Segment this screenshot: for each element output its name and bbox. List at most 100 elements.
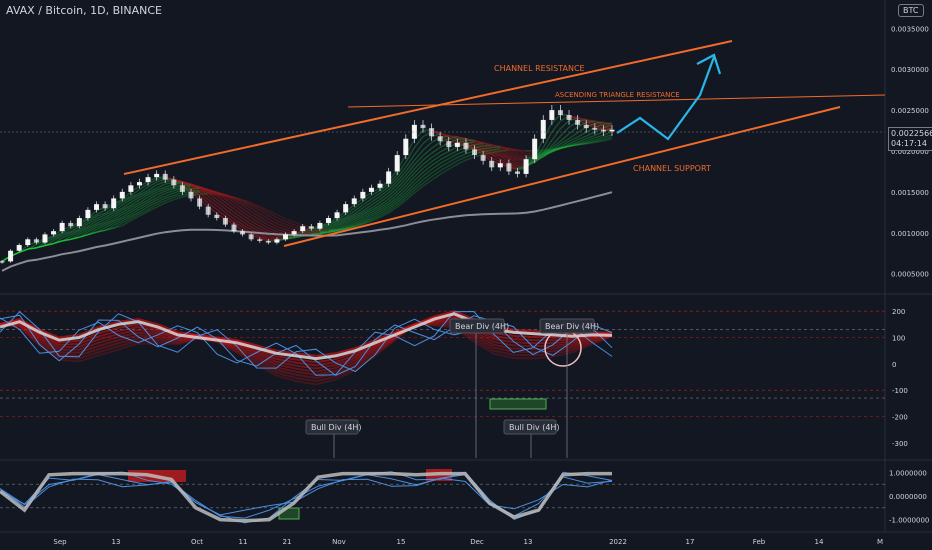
ribbon-segment: [44, 242, 54, 247]
time-axis-tick: Oct: [191, 538, 203, 546]
ribbon-segment: [233, 201, 243, 210]
ribbon-segment: [96, 212, 106, 217]
ribbon-segment: [448, 160, 458, 167]
ribbon-segment: [156, 178, 166, 183]
ribbon-segment: [44, 242, 54, 247]
ribbon-segment: [413, 167, 424, 178]
ribbon-segment: [396, 185, 407, 196]
ribbon-segment: [44, 242, 54, 247]
ribbon-segment: [345, 215, 355, 222]
ribbon-segment: [27, 247, 37, 250]
ribbon-segment: [36, 244, 46, 249]
ribbon-segment: [156, 188, 166, 193]
ribbon-segment: [139, 189, 149, 196]
ribbon-segment: [379, 192, 390, 201]
ribbon-segment: [139, 210, 149, 217]
ribbon-segment: [18, 248, 29, 254]
ribbon-segment: [499, 158, 510, 165]
osc-red-ribbon: [0, 323, 613, 383]
ribbon-segment: [482, 148, 493, 155]
ribbon-segment: [276, 219, 286, 225]
candle-body: [33, 239, 39, 243]
ribbon-segment: [268, 236, 278, 240]
ribbon-segment: [328, 230, 338, 233]
ribbon-segment: [113, 204, 123, 212]
ribbon-segment: [585, 121, 596, 127]
ribbon-segment: [551, 114, 561, 124]
ribbon-segment: [440, 133, 449, 137]
ribbon-segment: [457, 136, 467, 142]
ribbon-segment: [586, 139, 596, 144]
candle-body: [609, 129, 615, 132]
ribbon-segment: [551, 135, 561, 147]
ribbon-segment: [405, 154, 415, 168]
ribbon-segment: [396, 197, 407, 206]
ribbon-segment: [259, 213, 269, 220]
ribbon-segment: [70, 233, 80, 240]
ribbon-segment: [173, 192, 183, 197]
ribbon-segment: [577, 142, 587, 146]
ribbon-segment: [405, 176, 415, 187]
ribbon-segment: [396, 182, 407, 192]
currency-badge[interactable]: BTC: [898, 4, 924, 17]
ribbon-segment: [216, 191, 226, 196]
ribbon-segment: [568, 132, 579, 140]
ribbon-segment: [491, 149, 501, 155]
candle-body: [102, 204, 108, 209]
candle-body: [85, 209, 91, 219]
ribbon-segment: [457, 159, 467, 165]
ribbon-segment: [319, 231, 329, 235]
ribbon-segment: [405, 172, 415, 184]
ribbon-segment: [242, 200, 252, 207]
ribbon-segment: [371, 216, 381, 222]
candle-body: [446, 141, 452, 147]
ribbon-segment: [268, 227, 278, 233]
ribbon-segment: [560, 143, 570, 149]
price-axis-tick: 0.0015000: [891, 189, 929, 197]
ribbon-segment: [388, 201, 398, 210]
ribbon-segment: [371, 198, 381, 206]
ribbon-segment: [27, 247, 37, 250]
ribbon-segment: [311, 231, 321, 236]
ribbon-segment: [96, 216, 106, 222]
osc-red-ribbon: [0, 322, 613, 380]
osc-blue-line: [0, 314, 613, 376]
ribbon-segment: [577, 131, 587, 138]
ribbon-segment: [551, 147, 561, 153]
ribbon-segment: [431, 173, 441, 181]
ribbon-segment: [164, 198, 175, 204]
bar-countdown: 04:17:14: [891, 139, 927, 148]
ribbon-segment: [216, 195, 226, 203]
ribbon-segment: [379, 198, 390, 206]
candle-body: [248, 234, 254, 240]
ribbon-segment: [207, 190, 218, 197]
ribbon-segment: [276, 222, 286, 228]
ribbon-segment: [78, 231, 89, 238]
ribbon-segment: [568, 143, 578, 148]
ribbon-segment: [250, 220, 261, 227]
ribbon-segment: [242, 223, 252, 231]
ribbon-segment: [139, 208, 149, 215]
ribbon-segment: [585, 137, 596, 142]
ribbon-segment: [242, 199, 252, 204]
ribbon-segment: [224, 198, 235, 207]
ribbon-segment: [70, 236, 80, 240]
oscillator-pane-1: [0, 310, 885, 458]
candle-body: [257, 239, 263, 241]
ribbon-segment: [61, 233, 71, 239]
ribbon-segment: [594, 124, 604, 130]
ribbon-segment: [448, 136, 458, 140]
ribbon-segment: [568, 144, 578, 147]
ribbon-segment: [508, 156, 518, 162]
ribbon-segment: [147, 201, 157, 208]
ribbon-segment: [18, 248, 29, 254]
ribbon-segment: [156, 183, 166, 189]
ribbon-segment: [448, 146, 458, 153]
ribbon-segment: [294, 235, 303, 239]
osc-blue-line: [0, 310, 613, 376]
candle-body: [523, 159, 529, 174]
ribbon-segment: [87, 231, 97, 236]
ribbon-segment: [225, 194, 235, 198]
ribbon-segment: [121, 211, 132, 218]
ribbon-segment: [353, 210, 364, 217]
